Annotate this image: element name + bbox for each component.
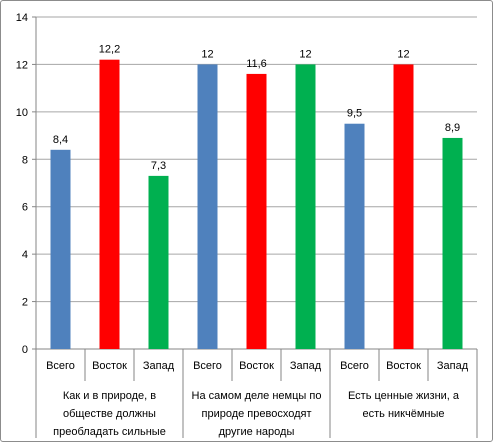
bar: [148, 175, 169, 349]
x-category-label: Запад: [437, 360, 469, 372]
y-tick-label: 10: [16, 107, 28, 119]
bar: [246, 73, 267, 350]
bar: [344, 123, 365, 349]
data-label: 12: [201, 48, 213, 60]
data-label: 7,3: [151, 160, 166, 172]
y-tick-label: 0: [22, 344, 28, 356]
y-tick-label: 14: [16, 12, 28, 24]
data-label: 11,6: [246, 58, 267, 70]
data-label: 12: [299, 48, 311, 60]
x-category-label: Всего: [193, 360, 222, 372]
bar: [197, 64, 218, 349]
x-group-label: обществе должны: [63, 408, 156, 420]
bar: [295, 64, 316, 349]
x-category-label: Восток: [386, 360, 421, 372]
x-group-label: природе превосходят: [202, 408, 312, 420]
data-label: 8,9: [445, 122, 460, 134]
x-category-label: Всего: [46, 360, 75, 372]
bar: [50, 149, 71, 349]
x-category-label: Восток: [92, 360, 127, 372]
x-group-label: На самом деле немцы по: [192, 390, 322, 402]
data-label: 12: [397, 48, 409, 60]
data-label: 8,4: [53, 134, 68, 146]
x-group-label: другие народы: [219, 426, 295, 438]
data-label: 9,5: [347, 108, 362, 120]
y-tick-label: 12: [16, 59, 28, 71]
y-tick-label: 8: [22, 154, 28, 166]
x-category-label: Запад: [143, 360, 175, 372]
y-tick-label: 4: [22, 249, 28, 261]
x-category-label: Восток: [239, 360, 274, 372]
x-group-label: Есть ценные жизни, а: [348, 390, 460, 402]
x-category-label: Запад: [290, 360, 322, 372]
bar: [442, 137, 463, 349]
data-label: 12,2: [99, 44, 120, 56]
x-group-label: преобладать сильные: [53, 426, 166, 438]
y-tick-label: 2: [22, 297, 28, 309]
x-group-label: есть никчёмные: [363, 408, 445, 420]
bar: [393, 64, 414, 349]
bar: [99, 59, 120, 349]
y-tick-label: 6: [22, 202, 28, 214]
x-group-label: Как и в природе, в: [63, 390, 156, 402]
x-category-label: Всего: [340, 360, 369, 372]
